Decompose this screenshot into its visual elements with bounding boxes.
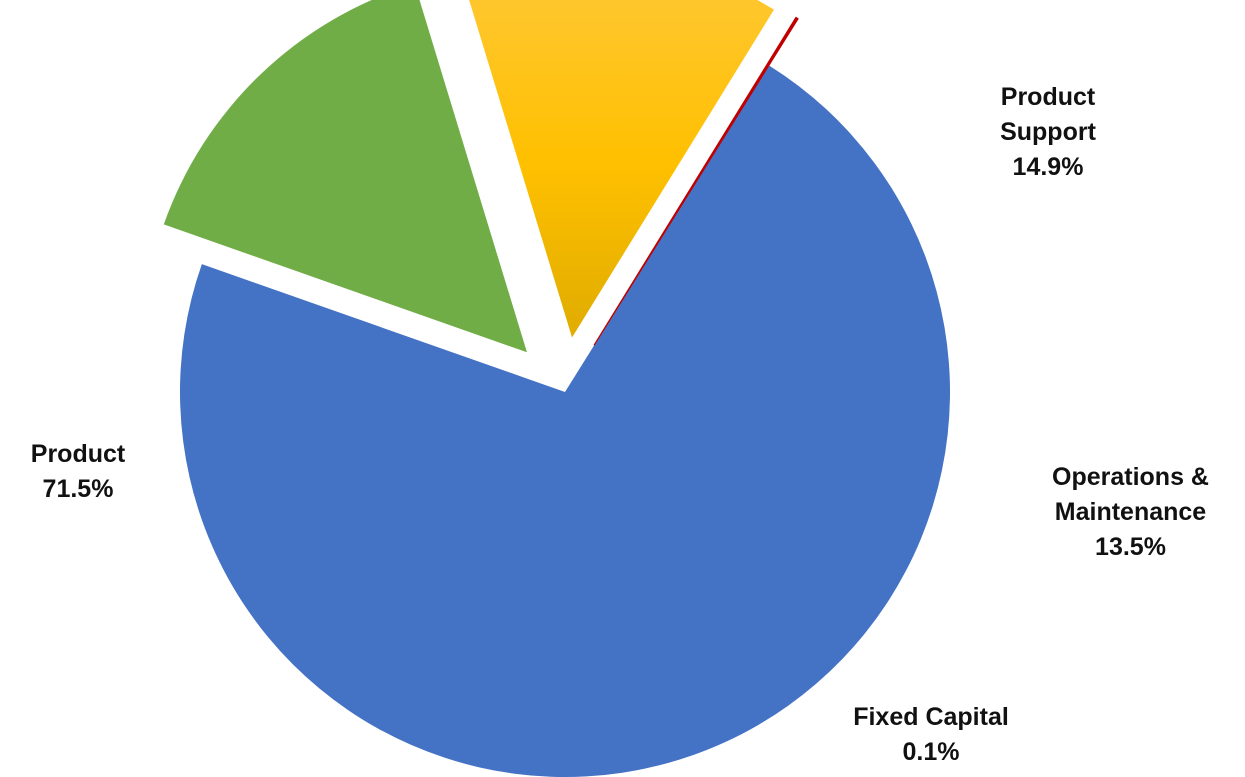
slice-label-product: Product 71.5% [12,437,144,507]
slice-label-product-support-name-1: Product [1000,83,1096,111]
pie-slice-operations-maintenance [469,0,774,338]
slice-label-product-support-value: 14.9% [1012,153,1084,181]
slice-label-product-support-name-2: Support [1000,118,1096,146]
slice-label-operations-maintenance: Operations & Maintenance 13.5% [1018,460,1243,565]
slice-label-fixed-capital-value: 0.1% [902,738,960,766]
slice-label-fixed-capital-name: Fixed Capital [853,703,1009,731]
slice-label-product-name: Product [30,440,126,468]
slice-label-product-value: 71.5% [42,475,114,503]
slice-label-fixed-capital: Fixed Capital 0.1% [826,700,1036,770]
slice-label-operations-name-2: Maintenance [1054,498,1207,526]
slice-label-operations-name-1: Operations & [1052,463,1209,491]
pie-slice-product [179,65,950,777]
slice-label-operations-value: 13.5% [1095,533,1166,561]
slice-label-product-support: Product Support 14.9% [968,80,1128,185]
pie-slice-fixed-capital [593,16,799,346]
pie-slice-product-support [163,0,527,353]
